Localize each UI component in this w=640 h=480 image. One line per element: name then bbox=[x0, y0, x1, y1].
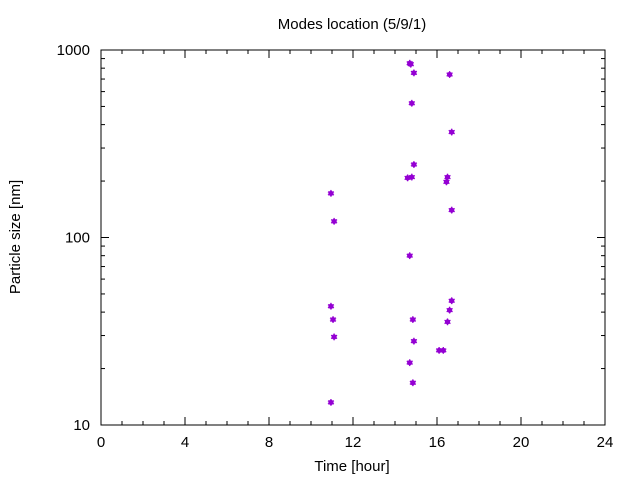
data-point bbox=[408, 173, 416, 181]
data-point bbox=[330, 333, 338, 341]
x-tick-label: 12 bbox=[345, 434, 362, 451]
data-point bbox=[409, 379, 417, 387]
x-tick-label: 0 bbox=[97, 434, 105, 451]
data-point bbox=[329, 316, 337, 323]
x-tick-label: 20 bbox=[513, 434, 530, 451]
x-tick-label: 4 bbox=[181, 434, 189, 451]
data-point bbox=[410, 337, 418, 345]
x-tick-label: 16 bbox=[429, 434, 446, 451]
data-point bbox=[446, 306, 453, 314]
y-tick-label: 1000 bbox=[57, 42, 90, 59]
y-axis-label: Particle size [nm] bbox=[7, 180, 24, 294]
data-point bbox=[448, 297, 455, 305]
data-point bbox=[440, 346, 447, 354]
data-point bbox=[410, 69, 418, 77]
data-point bbox=[444, 318, 451, 326]
data-point bbox=[327, 302, 335, 310]
data-point bbox=[327, 189, 335, 197]
y-tick-label: 100 bbox=[65, 230, 90, 247]
data-point bbox=[444, 173, 451, 181]
y-tick-label: 10 bbox=[73, 417, 90, 434]
data-point bbox=[408, 99, 416, 107]
data-point bbox=[330, 217, 338, 225]
data-point bbox=[446, 71, 453, 78]
data-point bbox=[327, 398, 335, 406]
x-axis-label: Time [hour] bbox=[314, 458, 389, 475]
data-point bbox=[406, 252, 413, 260]
data-point bbox=[410, 161, 418, 168]
data-point bbox=[443, 178, 450, 186]
plot-area bbox=[100, 49, 606, 426]
data-point bbox=[448, 128, 455, 136]
data-point bbox=[406, 359, 413, 367]
x-tick-label: 24 bbox=[597, 434, 614, 451]
data-point bbox=[448, 206, 455, 214]
chart-title: Modes location (5/9/1) bbox=[278, 16, 426, 33]
data-point bbox=[409, 316, 417, 323]
data-point bbox=[407, 60, 415, 68]
x-tick-label: 8 bbox=[265, 434, 273, 451]
